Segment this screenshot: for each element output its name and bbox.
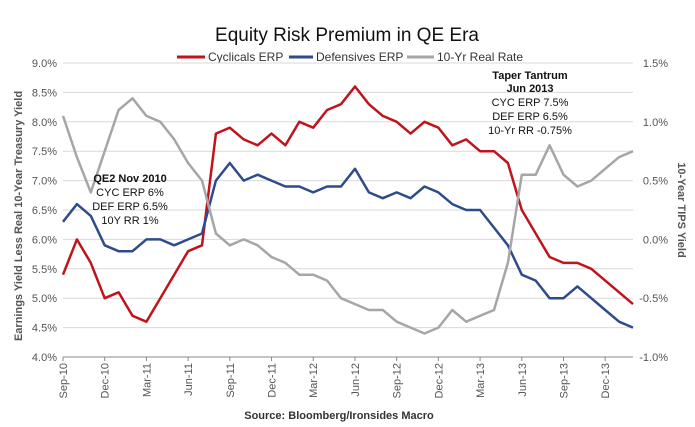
y-left-axis-title: Earnings Yield Less Real 10-Year Treasur…	[13, 91, 25, 341]
y-left-tick-label: 5.0%	[32, 293, 57, 305]
x-tick-label: Sep-12	[392, 363, 404, 398]
x-tick-label: Mar-12	[308, 363, 320, 398]
x-tick-label: Sep-10	[58, 363, 70, 398]
legend: Cyclicals ERP Defensives ERP 10-Yr Real …	[177, 50, 523, 64]
x-tick-label: Sep-13	[558, 363, 570, 398]
legend-label-cyclicals: Cyclicals ERP	[208, 50, 283, 64]
x-axis: Sep-10 Dec-10 Mar-11 Jun-11 Sep-11 Dec-11 Mar-…	[58, 357, 612, 398]
source-note: Source: Bloomberg/Ironsides Macro	[244, 410, 434, 422]
annotation-qe2-line-1: QE2 Nov 2010	[93, 173, 166, 185]
annotation-taper: Taper Tantrum Jun 2013 CYC ERP 7.5% DEF …	[488, 70, 572, 137]
y-left-tick-label: 7.5%	[32, 146, 57, 158]
series-line-1	[62, 161, 634, 329]
x-tick-label: Jun-12	[350, 363, 362, 397]
x-tick-label: Dec-12	[433, 363, 445, 398]
y-left-tick-label: 4.5%	[32, 323, 57, 335]
y-right-axis-title: 10-Year TIPS Yield	[675, 162, 687, 257]
annotation-taper-line-1: Taper Tantrum	[492, 70, 568, 82]
y-left-tick-label: 8.0%	[32, 117, 57, 129]
annotation-qe2-line-3: DEF ERP 6.5%	[92, 201, 168, 213]
y-left-axis: 4.0% 4.5% 5.0% 5.5% 6.0% 6.5% 7.0% 7.5% 8.0% 8.5%…	[32, 58, 57, 364]
y-left-tick-label: 4.0%	[32, 352, 57, 364]
y-right-tick-label: -0.5%	[639, 293, 668, 305]
x-tick-label: Dec-11	[267, 363, 279, 398]
y-right-tick-label: 1.5%	[643, 58, 668, 70]
annotation-taper-line-3: CYC ERP 7.5%	[492, 97, 569, 109]
annotation-taper-line-4: DEF ERP 6.5%	[492, 111, 568, 123]
y-left-tick-label: 6.5%	[32, 205, 57, 217]
x-tick-label: Mar-11	[141, 363, 153, 397]
y-right-tick-label: -1.0%	[639, 352, 668, 364]
y-left-tick-label: 5.5%	[32, 264, 57, 276]
series-line-0	[61, 85, 634, 323]
y-left-tick-label: 8.5%	[32, 87, 57, 99]
annotation-qe2-line-2: CYC ERP 6%	[96, 187, 164, 199]
x-tick-label: Jun-13	[517, 363, 529, 397]
annotation-qe2: QE2 Nov 2010 CYC ERP 6% DEF ERP 6.5% 10Y…	[92, 173, 168, 227]
y-left-tick-label: 6.0%	[32, 234, 57, 246]
legend-label-real-rate: 10-Yr Real Rate	[437, 50, 523, 64]
y-left-tick-label: 7.0%	[32, 176, 57, 188]
x-tick-label: Sep-11	[225, 363, 237, 398]
x-tick-label: Dec-13	[600, 363, 612, 398]
x-tick-label: Mar-13	[475, 363, 487, 398]
y-right-tick-label: 0.0%	[643, 234, 668, 246]
x-tick-label: Dec-10	[100, 363, 112, 398]
chart-title: Equity Risk Premium in QE Era	[215, 25, 479, 46]
series-lines	[61, 85, 634, 335]
annotation-taper-line-5: 10-Yr RR -0.75%	[488, 125, 572, 137]
y-right-tick-label: 1.0%	[643, 117, 668, 129]
series-line-2	[61, 97, 634, 335]
y-right-tick-label: 0.5%	[643, 176, 668, 188]
annotation-taper-line-2: Jun 2013	[506, 83, 553, 95]
x-tick-label: Jun-11	[183, 363, 195, 396]
legend-label-defensives: Defensives ERP	[316, 50, 403, 64]
annotation-qe2-line-4: 10Y RR 1%	[101, 215, 158, 227]
y-right-axis: -1.0% -0.5% 0.0% 0.5% 1.0% 1.5%	[639, 58, 668, 364]
y-left-tick-label: 9.0%	[32, 58, 57, 70]
